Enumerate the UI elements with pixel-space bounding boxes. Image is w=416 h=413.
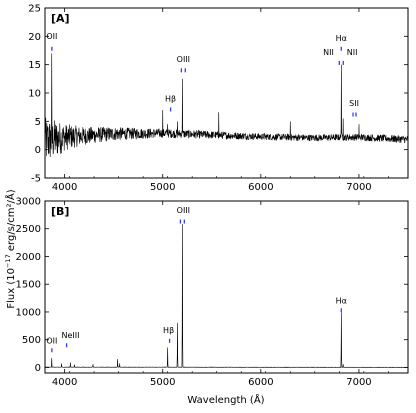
x-tick-label: 5000 bbox=[150, 377, 175, 388]
emission-line-label: SII bbox=[349, 99, 359, 108]
y-tick-label: 5 bbox=[35, 117, 41, 128]
spectrum-line bbox=[44, 53, 409, 157]
y-tick-label: 1000 bbox=[16, 307, 41, 318]
emission-line-label: OII bbox=[46, 337, 57, 346]
y-tick-label: 3000 bbox=[16, 197, 41, 208]
axes-frame bbox=[44, 7, 409, 179]
y-tick-label: 0 bbox=[35, 363, 41, 374]
x-tick-label: 6000 bbox=[248, 377, 273, 388]
y-tick-label: 1500 bbox=[16, 280, 41, 291]
y-tick-label: 2500 bbox=[16, 224, 41, 235]
y-tick-label: 15 bbox=[28, 60, 41, 71]
emission-line-label: Hβ bbox=[163, 326, 174, 335]
emission-line-label: Hβ bbox=[165, 95, 176, 104]
panel-label: [A] bbox=[51, 12, 70, 25]
y-tick-label: 25 bbox=[28, 4, 41, 15]
y-tick-label: 10 bbox=[28, 89, 41, 100]
y-tick-label: 0 bbox=[35, 145, 41, 156]
panel-a: 4000 5000 6000 7000 -5 0 5 10 15 20 25 [A] OII Hβ OIII… bbox=[28, 4, 409, 193]
x-axis-label: Wavelength (Å) bbox=[187, 393, 264, 406]
emission-line-label: Hα bbox=[336, 297, 347, 306]
y-tick-label: 20 bbox=[28, 32, 41, 43]
x-tick-label: 7000 bbox=[346, 377, 371, 388]
x-tick-label: 7000 bbox=[346, 182, 371, 193]
emission-line-label: Hα bbox=[336, 34, 347, 43]
emission-line-label: OIII bbox=[177, 55, 190, 64]
x-tick-label: 5000 bbox=[150, 182, 175, 193]
emission-line-label: OII bbox=[46, 32, 57, 41]
panel-label: [B] bbox=[51, 205, 69, 218]
emission-line-label: NII bbox=[347, 48, 358, 57]
y-axis-label: Flux (10−17 erg/s/cm²/Å) bbox=[4, 189, 17, 308]
panel-b: 4000 5000 6000 7000 0 500 1000 1500 2000 2500 3000… bbox=[16, 197, 409, 388]
x-tick-label: 4000 bbox=[52, 182, 77, 193]
emission-line-label: NII bbox=[323, 48, 334, 57]
axes-frame bbox=[44, 200, 409, 374]
emission-line-label: NeIII bbox=[62, 331, 80, 340]
y-tick-label: 500 bbox=[22, 335, 41, 346]
y-tick-label: -5 bbox=[31, 174, 41, 185]
x-tick-label: 6000 bbox=[248, 182, 273, 193]
spectrum-line bbox=[44, 224, 409, 368]
y-tick-label: 2000 bbox=[16, 252, 41, 263]
x-tick-label: 4000 bbox=[52, 377, 77, 388]
emission-line-label: OIII bbox=[177, 206, 190, 215]
